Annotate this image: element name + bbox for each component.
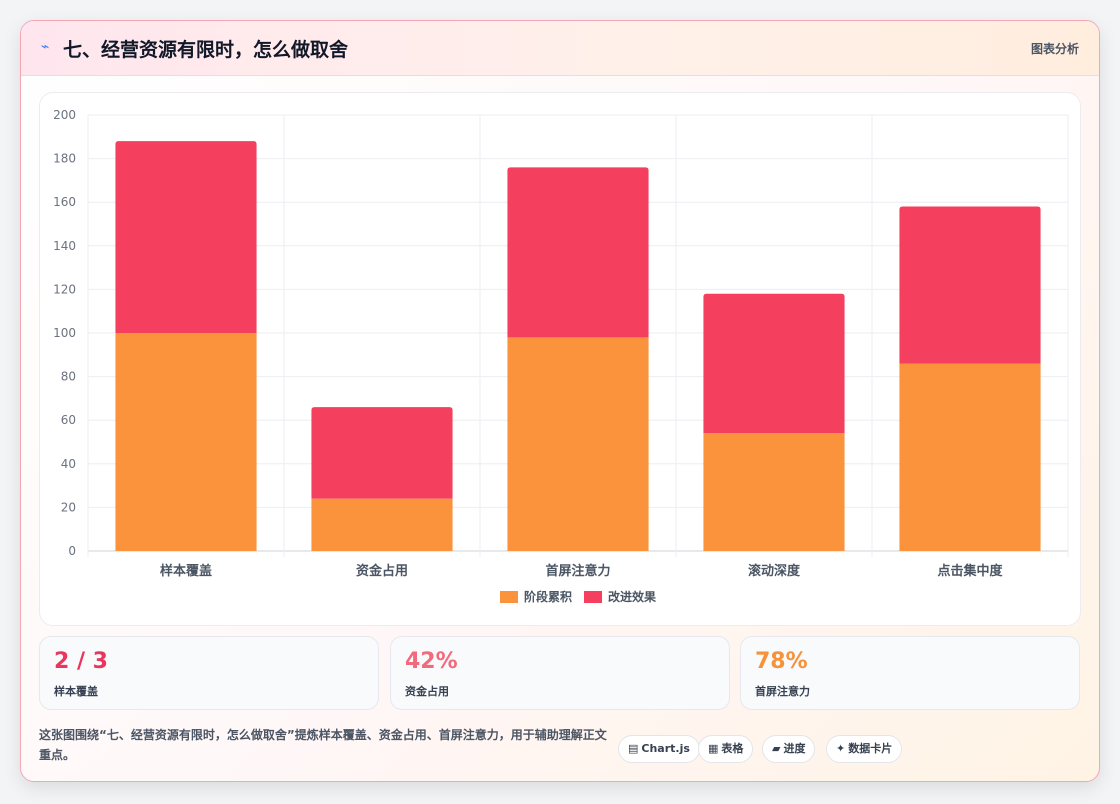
pill-progress[interactable]: ▰ 进度 xyxy=(762,735,816,763)
x-category-label: 首屏注意力 xyxy=(545,563,610,579)
pill-label: Chart.js xyxy=(641,742,690,755)
legend-swatch-1 xyxy=(584,591,602,603)
pill-label: 进度 xyxy=(783,742,806,755)
chart-icon: ▤ xyxy=(628,742,639,755)
bar-segment-0-2 xyxy=(507,337,649,551)
lightning-icon: ⌁ xyxy=(41,39,50,55)
chart-description: 这张图围绕“七、经营资源有限时，怎么做取舍”提炼样本覆盖、资金占用、首屏注意力，… xyxy=(39,728,607,762)
x-category-label: 点击集中度 xyxy=(937,563,1003,579)
y-tick-label: 80 xyxy=(61,370,76,384)
chart-analysis-tag: 图表分析 xyxy=(1030,42,1079,56)
kpi-card-first-screen-attention: 78% 首屏注意力 xyxy=(740,636,1080,710)
y-tick-label: 40 xyxy=(61,457,76,471)
y-tick-label: 60 xyxy=(61,413,76,427)
pill-label: 数据卡片 xyxy=(848,742,893,755)
x-category-label: 资金占用 xyxy=(356,563,408,579)
kpi-value: 78% xyxy=(755,649,808,674)
legend-label-1: 改进效果 xyxy=(608,589,656,604)
kpi-label: 资金占用 xyxy=(405,685,449,698)
pill-chartjs[interactable]: ▤ Chart.js xyxy=(618,735,700,763)
y-tick-label: 180 xyxy=(53,152,76,166)
legend-swatch-0 xyxy=(500,591,518,603)
bar-segment-1-3 xyxy=(703,293,845,434)
kpi-value: 2 / 3 xyxy=(54,649,108,674)
bar-segment-0-3 xyxy=(703,433,845,551)
sparkle-icon: ✦ xyxy=(836,742,846,755)
bar-segment-1-1 xyxy=(311,407,453,499)
kpi-label: 首屏注意力 xyxy=(755,685,810,698)
bar-segment-1-4 xyxy=(899,206,1041,364)
y-tick-label: 0 xyxy=(68,544,76,558)
y-tick-label: 200 xyxy=(53,108,76,122)
page-title: 七、经营资源有限时，怎么做取舍 xyxy=(63,39,349,61)
bar-segment-0-4 xyxy=(899,363,1041,551)
y-tick-label: 120 xyxy=(53,282,76,296)
progress-icon: ▰ xyxy=(772,742,781,755)
stacked-bar-chart: 0 20 40 60 80 100 120 140 160 180 200 样本覆盖 资金占用 首屏注意力… xyxy=(53,108,1069,604)
chart-panel: 0 20 40 60 80 100 120 140 160 180 200 样本覆盖 资金占用 首屏注意力… xyxy=(39,92,1081,626)
pill-label: 表格 xyxy=(721,742,744,755)
card-header: ⌁ 七、经营资源有限时，怎么做取舍 图表分析 xyxy=(21,21,1099,76)
y-tick-label: 100 xyxy=(53,326,76,340)
kpi-card-sample-coverage: 2 / 3 样本覆盖 xyxy=(39,636,379,710)
x-category-label: 滚动深度 xyxy=(748,563,801,579)
kpi-value: 42% xyxy=(405,649,458,674)
pill-data-card[interactable]: ✦ 数据卡片 xyxy=(826,735,903,763)
bar-segment-0-1 xyxy=(311,498,453,551)
x-category-label: 样本覆盖 xyxy=(160,563,212,579)
bar-segment-1-2 xyxy=(507,167,649,338)
bar-segment-1-0 xyxy=(115,141,257,333)
table-icon: ▦ xyxy=(708,742,719,755)
kpi-card-capital-usage: 42% 资金占用 xyxy=(390,636,730,710)
y-tick-label: 20 xyxy=(61,500,76,514)
y-tick-label: 140 xyxy=(53,239,76,253)
pill-table[interactable]: ▦ 表格 xyxy=(698,735,754,763)
bar-segment-0-0 xyxy=(115,333,257,551)
y-tick-label: 160 xyxy=(53,195,76,209)
kpi-label: 样本覆盖 xyxy=(54,685,98,698)
legend-label-0: 阶段累积 xyxy=(524,589,572,604)
